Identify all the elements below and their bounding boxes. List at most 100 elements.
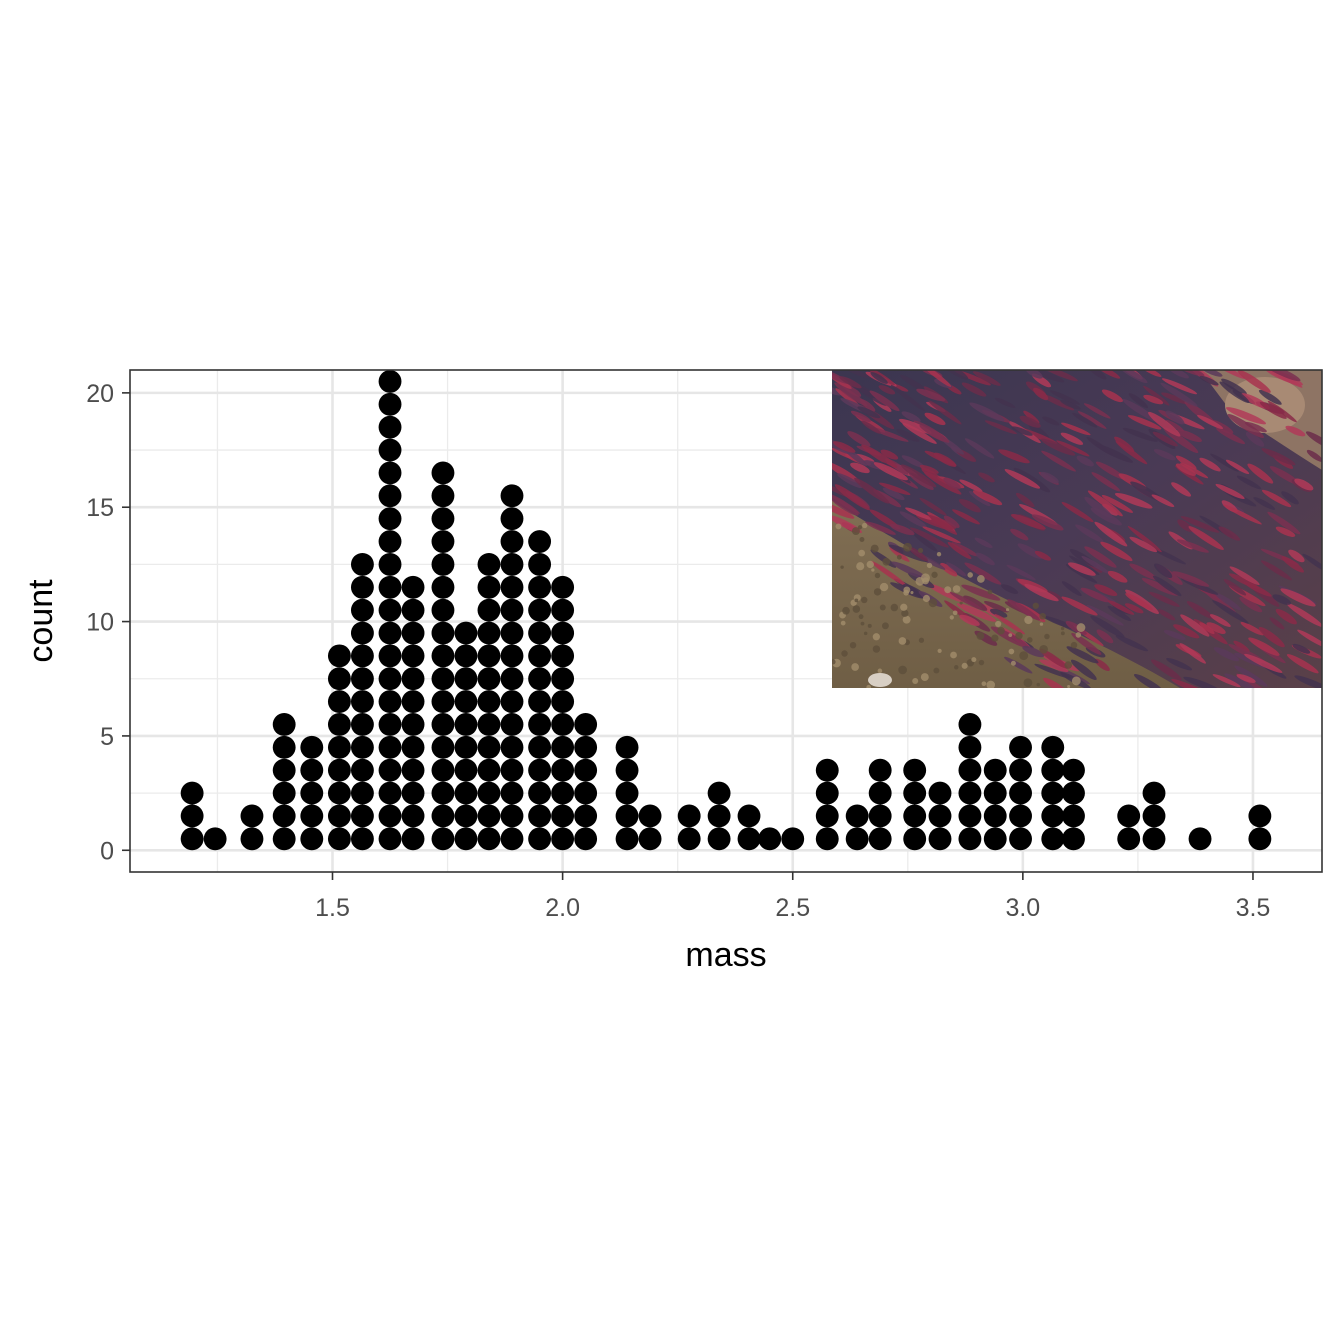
dot xyxy=(574,735,598,759)
dot xyxy=(958,781,982,805)
dot xyxy=(477,598,501,622)
dot xyxy=(638,804,662,828)
dot xyxy=(401,804,425,828)
dot xyxy=(500,713,524,736)
dot xyxy=(454,758,478,782)
dot xyxy=(868,758,892,782)
dot xyxy=(378,530,402,553)
dot xyxy=(500,667,524,691)
dot xyxy=(378,392,402,416)
dot xyxy=(350,827,374,851)
dot xyxy=(528,781,552,805)
dot xyxy=(983,804,1007,828)
dot xyxy=(500,804,524,828)
dot xyxy=(350,781,374,805)
dot xyxy=(378,438,402,462)
y-tick-label: 20 xyxy=(86,380,114,408)
dot xyxy=(615,735,639,759)
y-tick-label: 10 xyxy=(86,609,114,637)
dot xyxy=(500,621,524,645)
dot xyxy=(327,827,351,851)
dot xyxy=(327,804,351,828)
dot xyxy=(551,804,575,828)
dot xyxy=(454,621,478,645)
dot xyxy=(240,827,264,851)
dot xyxy=(1248,827,1272,851)
dot xyxy=(903,804,927,828)
dot xyxy=(677,804,701,828)
dot xyxy=(903,827,927,851)
dot xyxy=(500,530,524,553)
dot xyxy=(477,552,501,576)
dot xyxy=(903,781,927,805)
dot xyxy=(707,804,731,828)
dot xyxy=(203,827,227,851)
dot xyxy=(528,530,552,553)
dot xyxy=(528,552,552,576)
x-tick-label: 3.0 xyxy=(1005,894,1040,922)
dot xyxy=(528,598,552,622)
dot xyxy=(431,690,455,714)
dot xyxy=(431,781,455,805)
dot xyxy=(431,804,455,828)
dot xyxy=(477,667,501,691)
dot xyxy=(528,621,552,645)
dot xyxy=(401,644,425,668)
dot xyxy=(528,758,552,782)
dot xyxy=(401,575,425,599)
dot xyxy=(500,575,524,599)
dot xyxy=(350,758,374,782)
dot xyxy=(300,735,324,759)
dot xyxy=(401,713,425,736)
dot xyxy=(1041,735,1065,759)
dot xyxy=(815,758,839,782)
dot xyxy=(378,461,402,485)
dot xyxy=(928,804,952,828)
dot xyxy=(1041,758,1065,782)
dot xyxy=(528,644,552,668)
dot xyxy=(1041,804,1065,828)
y-axis-title: count xyxy=(22,579,60,663)
dot xyxy=(737,804,761,828)
dot xyxy=(528,713,552,736)
dot xyxy=(378,621,402,645)
dot xyxy=(615,781,639,805)
dot xyxy=(401,735,425,759)
dot xyxy=(815,827,839,851)
dot xyxy=(327,735,351,759)
dot xyxy=(1062,758,1085,782)
dot xyxy=(528,827,552,851)
dot xyxy=(350,552,374,576)
dot xyxy=(1062,827,1085,851)
dot xyxy=(327,758,351,782)
dot xyxy=(477,735,501,759)
dot xyxy=(551,667,575,691)
dot xyxy=(431,713,455,736)
dot xyxy=(615,827,639,851)
dot xyxy=(477,713,501,736)
dot xyxy=(378,804,402,828)
dot xyxy=(868,781,892,805)
dot xyxy=(958,713,982,736)
dot xyxy=(272,781,296,805)
dot xyxy=(431,461,455,485)
dot xyxy=(638,827,662,851)
dot xyxy=(378,690,402,714)
dot xyxy=(1142,781,1166,805)
dot xyxy=(551,690,575,714)
dot xyxy=(1188,827,1212,851)
dot xyxy=(958,827,982,851)
dot xyxy=(1062,781,1085,805)
dot xyxy=(327,644,351,668)
dot xyxy=(815,781,839,805)
dot xyxy=(431,644,455,668)
x-axis: 1.5 2.0 2.5 3.0 3.5 xyxy=(315,872,1270,922)
dot xyxy=(431,507,455,531)
dot xyxy=(454,735,478,759)
dot xyxy=(378,781,402,805)
dot xyxy=(300,827,324,851)
dot xyxy=(350,713,374,736)
dot xyxy=(477,827,501,851)
dot xyxy=(1009,827,1032,851)
dot xyxy=(454,804,478,828)
